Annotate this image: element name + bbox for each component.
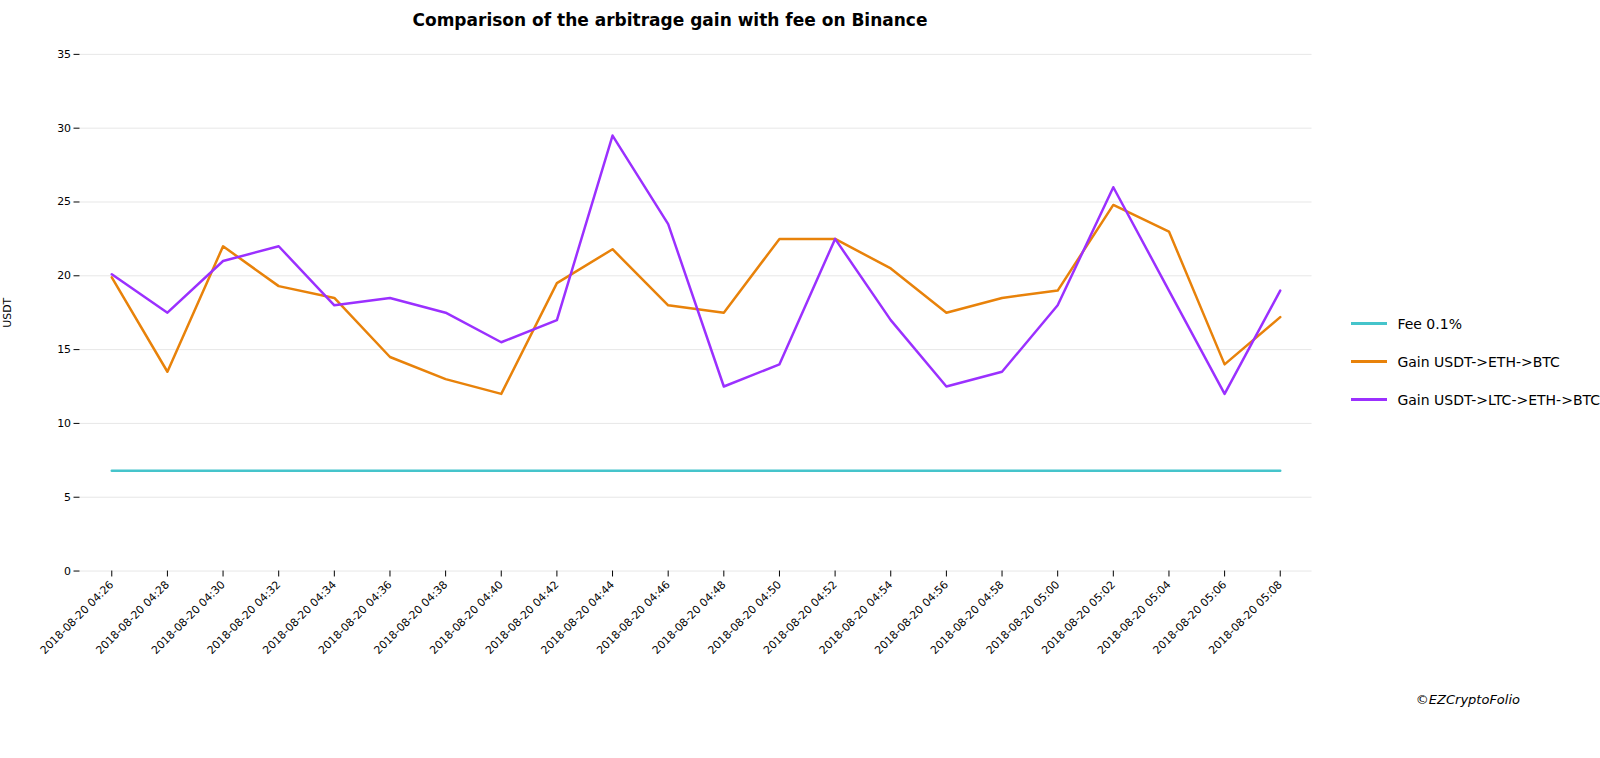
svg-text:2018-08-20 04:58: 2018-08-20 04:58 bbox=[927, 578, 1007, 657]
svg-text:35: 35 bbox=[57, 48, 71, 61]
svg-text:2018-08-20 05:04: 2018-08-20 05:04 bbox=[1094, 578, 1174, 657]
svg-text:0: 0 bbox=[64, 565, 71, 578]
svg-text:2018-08-20 05:00: 2018-08-20 05:00 bbox=[983, 578, 1063, 657]
html-text:Fee 0.1%: Fee 0.1% bbox=[1397, 315, 1462, 332]
svg-text:2018-08-20 04:34: 2018-08-20 04:34 bbox=[260, 578, 339, 657]
svg-text:2018-08-20 04:32: 2018-08-20 04:32 bbox=[204, 578, 284, 657]
svg-text:30: 30 bbox=[57, 122, 71, 135]
html-text:©EZCryptoFolio: ©EZCryptoFolio bbox=[1415, 691, 1520, 707]
svg-text:20: 20 bbox=[57, 269, 71, 282]
svg-text:5: 5 bbox=[64, 491, 71, 504]
svg-text:2018-08-20 05:06: 2018-08-20 05:06 bbox=[1150, 578, 1230, 657]
svg-text:2018-08-20 04:42: 2018-08-20 04:42 bbox=[482, 578, 562, 657]
svg-text:2018-08-20 04:56: 2018-08-20 04:56 bbox=[872, 578, 951, 657]
svg-text:2018-08-20 04:44: 2018-08-20 04:44 bbox=[538, 578, 618, 657]
svg-text:2018-08-20 04:48: 2018-08-20 04:48 bbox=[649, 578, 729, 657]
svg-text:2018-08-20 05:08: 2018-08-20 05:08 bbox=[1206, 578, 1285, 657]
svg-text:USDT: USDT bbox=[1, 297, 14, 327]
svg-text:2018-08-20 04:54: 2018-08-20 04:54 bbox=[816, 578, 896, 657]
svg-text:25: 25 bbox=[57, 195, 71, 208]
html-text:Gain USDT->LTC->ETH->BTC: Gain USDT->LTC->ETH->BTC bbox=[1397, 391, 1600, 408]
html-text:Comparison of the arbitrage ga: Comparison of the arbitrage gain with fe… bbox=[412, 10, 928, 30]
svg-text:2018-08-20 04:28: 2018-08-20 04:28 bbox=[93, 578, 172, 657]
svg-text:2018-08-20 04:52: 2018-08-20 04:52 bbox=[761, 578, 840, 657]
svg-text:10: 10 bbox=[57, 417, 71, 430]
svg-text:2018-08-20 05:02: 2018-08-20 05:02 bbox=[1039, 578, 1118, 657]
svg-text:2018-08-20 04:46: 2018-08-20 04:46 bbox=[594, 578, 673, 657]
svg-text:2018-08-20 04:50: 2018-08-20 04:50 bbox=[705, 578, 785, 657]
svg-text:15: 15 bbox=[57, 343, 71, 356]
svg-text:2018-08-20 04:36: 2018-08-20 04:36 bbox=[315, 578, 395, 657]
svg-text:2018-08-20 04:30: 2018-08-20 04:30 bbox=[149, 578, 228, 657]
svg-text:2018-08-20 04:40: 2018-08-20 04:40 bbox=[427, 578, 506, 657]
html-text:Gain USDT->ETH->BTC: Gain USDT->ETH->BTC bbox=[1397, 353, 1560, 370]
svg-text:2018-08-20 04:26: 2018-08-20 04:26 bbox=[37, 578, 117, 657]
svg-text:2018-08-20 04:38: 2018-08-20 04:38 bbox=[371, 578, 451, 657]
